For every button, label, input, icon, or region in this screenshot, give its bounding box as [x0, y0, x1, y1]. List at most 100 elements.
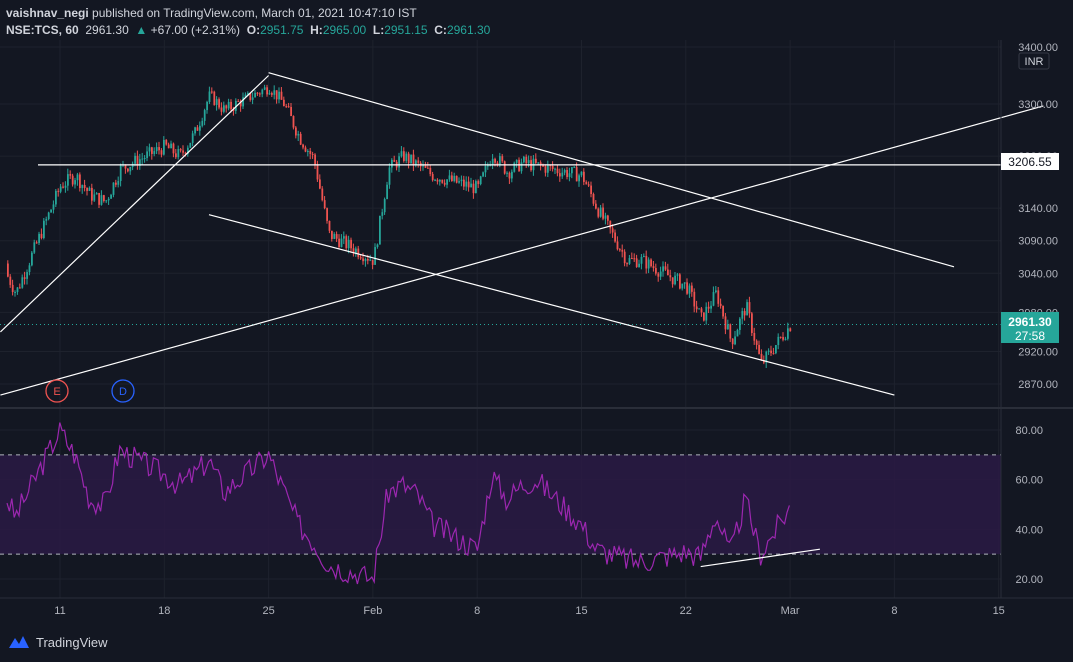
publisher-name[interactable]: vaishnav_negi — [6, 6, 89, 20]
candle-body — [674, 275, 676, 285]
candle-body — [731, 338, 734, 345]
candle-body — [470, 183, 472, 188]
candle-body — [472, 183, 475, 194]
candle-body — [103, 195, 105, 202]
candle-body — [194, 127, 196, 134]
candle-body — [266, 87, 268, 95]
candle-body — [359, 257, 362, 259]
candle-body — [31, 252, 33, 266]
rsi-axis[interactable]: 80.00 60.00 40.00 20.00 — [1015, 425, 1043, 586]
candle-body — [167, 144, 170, 149]
candle-body — [244, 94, 247, 98]
candle-body — [206, 101, 208, 111]
candle-body — [175, 153, 177, 158]
candle-body — [196, 127, 199, 131]
candle-body — [719, 303, 722, 306]
event-dividend[interactable]: D — [111, 379, 135, 403]
candle-body — [633, 258, 636, 260]
candle-body — [563, 170, 566, 173]
candle-body — [91, 187, 93, 201]
price-tick-label: 3140.00 — [1018, 203, 1058, 215]
candle-body — [436, 179, 439, 182]
candle-body — [463, 179, 465, 187]
candle-body — [350, 239, 352, 249]
open-label: O: — [246, 23, 261, 37]
candle-body — [595, 203, 597, 209]
candle-body — [551, 165, 554, 170]
candle-body — [775, 345, 777, 354]
candle-body — [383, 199, 386, 213]
candle-body — [251, 97, 254, 100]
candle-body — [259, 93, 261, 95]
candle-body — [705, 306, 708, 321]
candle-body — [758, 344, 760, 354]
candle-body — [751, 313, 753, 333]
candle-body — [676, 274, 679, 276]
rsi-tick-label: 40.00 — [1015, 524, 1043, 536]
candle-body — [412, 154, 415, 166]
candle-body — [376, 244, 379, 248]
candle-body — [499, 156, 501, 165]
candle-body — [23, 277, 26, 279]
candle-body — [367, 259, 369, 261]
candle-body — [201, 120, 204, 126]
rsi-trendline[interactable] — [700, 548, 820, 568]
symbol-label[interactable]: NSE:TCS, 60 — [6, 23, 79, 37]
candle-body — [271, 93, 273, 95]
currency-badge[interactable]: INR — [1018, 52, 1050, 70]
candle-body — [451, 175, 453, 181]
candle-body — [88, 187, 91, 191]
candle-body — [503, 161, 506, 174]
candles — [7, 84, 792, 368]
candle-body — [537, 162, 540, 164]
time-tick-label: 25 — [262, 605, 274, 617]
candle-body — [191, 133, 194, 143]
candle-body — [28, 265, 31, 273]
rsi-line — [6, 422, 790, 585]
candle-body — [64, 185, 67, 188]
candle-body — [698, 308, 700, 310]
price-tick-label: 2920.00 — [1018, 346, 1058, 358]
candle-body — [667, 269, 669, 276]
candle-body — [587, 184, 590, 186]
candle-body — [664, 266, 667, 270]
time-tick-label: Mar — [781, 605, 800, 617]
candle-body — [511, 171, 513, 179]
candle-body — [489, 165, 492, 167]
footer-brand[interactable]: TradingView — [8, 634, 108, 650]
rsi-trendline-segment — [700, 548, 820, 568]
candle-body — [331, 230, 333, 239]
time-axis[interactable]: 11 18 25 Feb 8 15 22 Mar 8 15 — [54, 605, 1005, 617]
candle-body — [604, 215, 607, 219]
trendlines[interactable] — [0, 72, 1044, 396]
candle-body — [33, 242, 36, 253]
event-earnings[interactable]: E — [45, 379, 69, 403]
candle-body — [38, 233, 40, 243]
candle-body — [767, 350, 770, 352]
candle-body — [146, 151, 148, 158]
candle-body — [35, 242, 38, 244]
last-price-label: 2961.30 — [1008, 315, 1052, 329]
last-price-tag: 2961.30 27:58 — [1001, 312, 1059, 343]
candle-body — [268, 93, 271, 95]
open-value: 2951.75 — [260, 23, 304, 37]
candle-body — [307, 150, 309, 152]
candle-body — [727, 324, 729, 330]
candle-body — [398, 156, 400, 168]
candle-body — [717, 290, 720, 304]
candle-body — [782, 337, 784, 340]
candle-body — [635, 258, 638, 268]
candle-body — [407, 153, 410, 164]
candle-body — [506, 172, 508, 174]
candle-body — [249, 93, 252, 100]
candle-body — [297, 133, 300, 136]
candle-body — [693, 291, 696, 307]
candle-body — [391, 159, 393, 168]
candle-body — [724, 316, 727, 330]
candle-body — [688, 285, 691, 294]
candle-body — [539, 162, 542, 166]
high-value: 2965.00 — [322, 23, 367, 37]
candle-body — [429, 167, 432, 175]
candle-body — [525, 156, 528, 164]
